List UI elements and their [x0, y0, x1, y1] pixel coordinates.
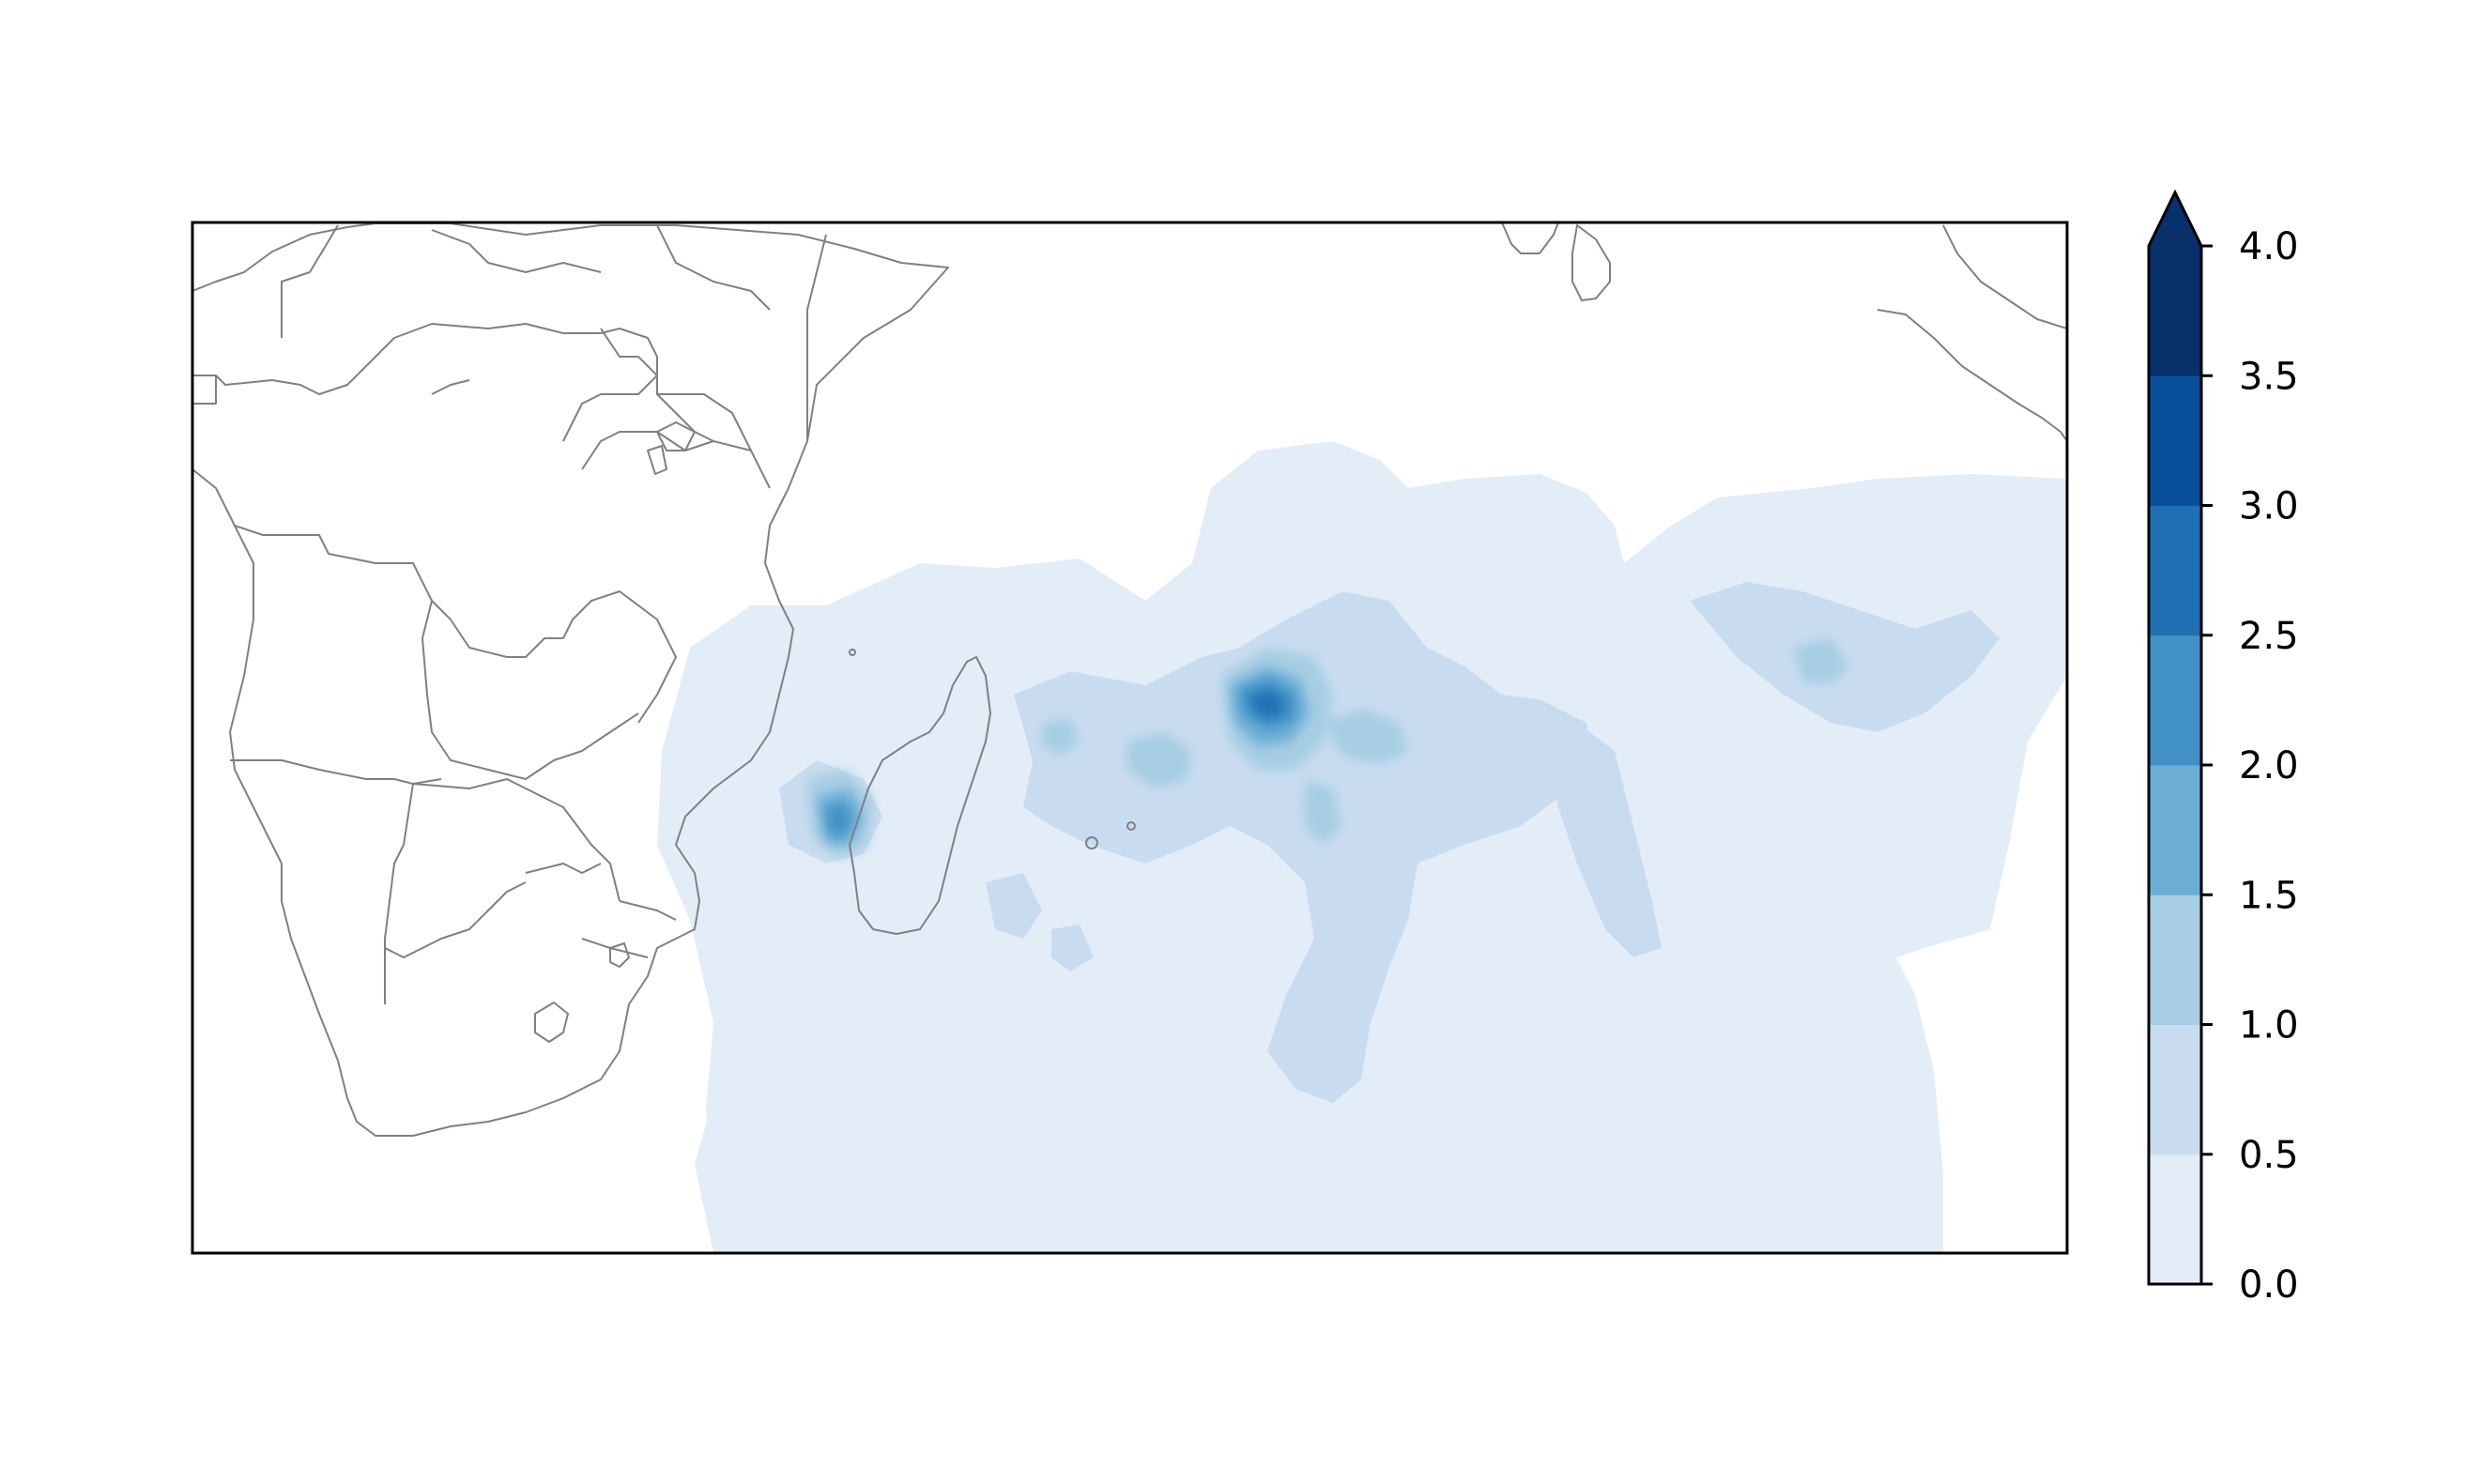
coastlines-and-borders: [192, 222, 2067, 1137]
colorbar-tick-label: 1.0: [2239, 1004, 2299, 1048]
colorbar-segments: [2149, 246, 2201, 1285]
colorbar-segment: [2149, 765, 2201, 895]
map-panel: [192, 222, 2067, 1253]
madagascar-coastline: [849, 656, 991, 935]
colorbar-segment: [2149, 1154, 2201, 1285]
colorbar-tick-label: 0.0: [2239, 1263, 2299, 1307]
colorbar-segment: [2149, 375, 2201, 506]
field-level-2.5-3.0: [1249, 690, 1286, 718]
colorbar-tick-label: 0.5: [2239, 1134, 2299, 1177]
colorbar-tick-label: 1.5: [2239, 874, 2299, 917]
map-frame: [191, 221, 2069, 1255]
colorbar: 0.0 0.5 1.0 1.5 2.0 2.5 3.0 3.5 4.0: [2147, 189, 2299, 1307]
sumatra-coastline: [1877, 309, 2067, 442]
colorbar-tick-label: 2.0: [2239, 744, 2299, 788]
colorbar-extend-arrow: [2149, 192, 2201, 246]
colorbar-tick-label: 3.0: [2239, 485, 2299, 528]
colorbar-segment: [2149, 1024, 2201, 1155]
mauritius-island: [1126, 821, 1136, 831]
africa-coastline: [192, 222, 949, 1137]
sri-lanka-coastline: [1571, 224, 1611, 301]
colorbar-segment: [2149, 246, 2201, 376]
colorbar-segment: [2149, 895, 2201, 1025]
colorbar-segment: [2149, 505, 2201, 636]
colorbar-segment: [2149, 635, 2201, 766]
field-level-0.5-1.0: [779, 582, 2000, 1103]
colorbar-tick-label: 3.5: [2239, 355, 2299, 398]
colorbar-tick-label: 4.0: [2239, 225, 2299, 268]
field-layer: [657, 441, 2067, 1253]
colorbar-tick-label: 2.5: [2239, 615, 2299, 658]
colorbar-ticks: 0.0 0.5 1.0 1.5 2.0 2.5 3.0 3.5 4.0: [2201, 225, 2299, 1307]
reunion-island: [1085, 836, 1098, 849]
colorbar-outline: [2147, 189, 2203, 1286]
